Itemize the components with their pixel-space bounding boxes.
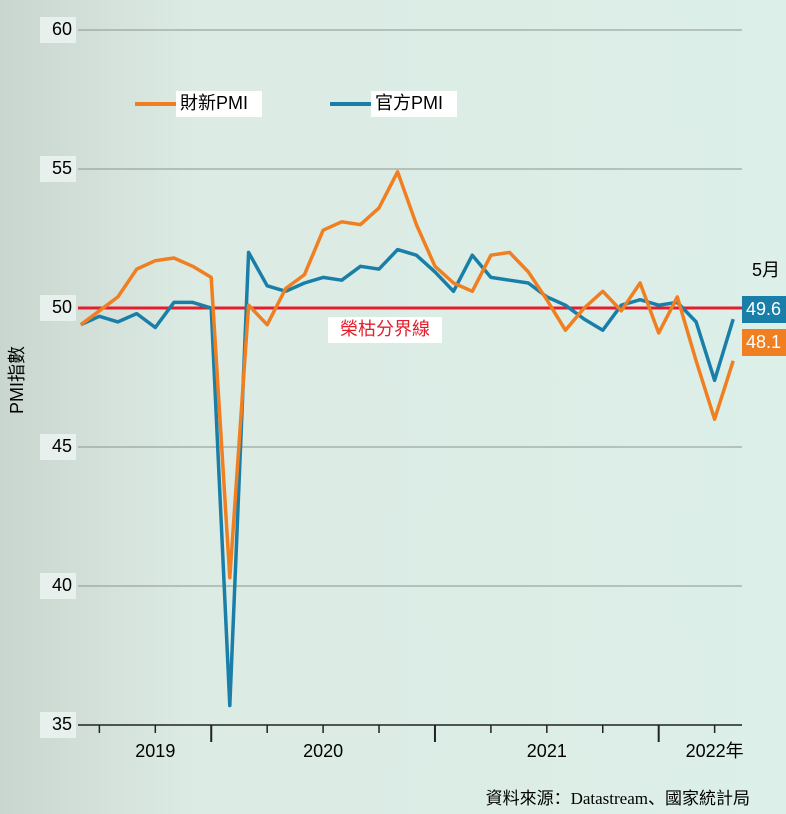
reference-label: 榮枯分界線 [340, 319, 430, 339]
x-tick-label: 2020 [303, 741, 343, 761]
source: 資料來源：Datastream、國家統計局 [486, 789, 750, 808]
background [0, 0, 786, 814]
x-tick-label: 2021 [527, 741, 567, 761]
y-tick-label: 45 [52, 436, 72, 456]
legend-label: 財新PMI [180, 93, 248, 113]
y-axis-label: PMI指數 [7, 346, 27, 414]
y-tick-label: 60 [52, 19, 72, 39]
x-tick-label: 2022年 [686, 741, 744, 761]
y-tick-label: 55 [52, 158, 72, 178]
x-tick-label: 2019 [135, 741, 175, 761]
y-tick-label: 35 [52, 714, 72, 734]
chart: PMI指數 5月 資料來源：Datastream、國家統計局 35 40 45 50 5… [0, 0, 786, 814]
value-label: 48.1 [746, 332, 781, 352]
y-tick-label: 40 [52, 575, 72, 595]
value-label: 49.6 [746, 299, 781, 319]
end-label: 5月 [752, 260, 780, 280]
y-tick-label: 50 [52, 297, 72, 317]
page: PMI指數 5月 資料來源：Datastream、國家統計局 35 40 45 50 5… [0, 0, 786, 814]
legend-label: 官方PMI [375, 93, 443, 113]
